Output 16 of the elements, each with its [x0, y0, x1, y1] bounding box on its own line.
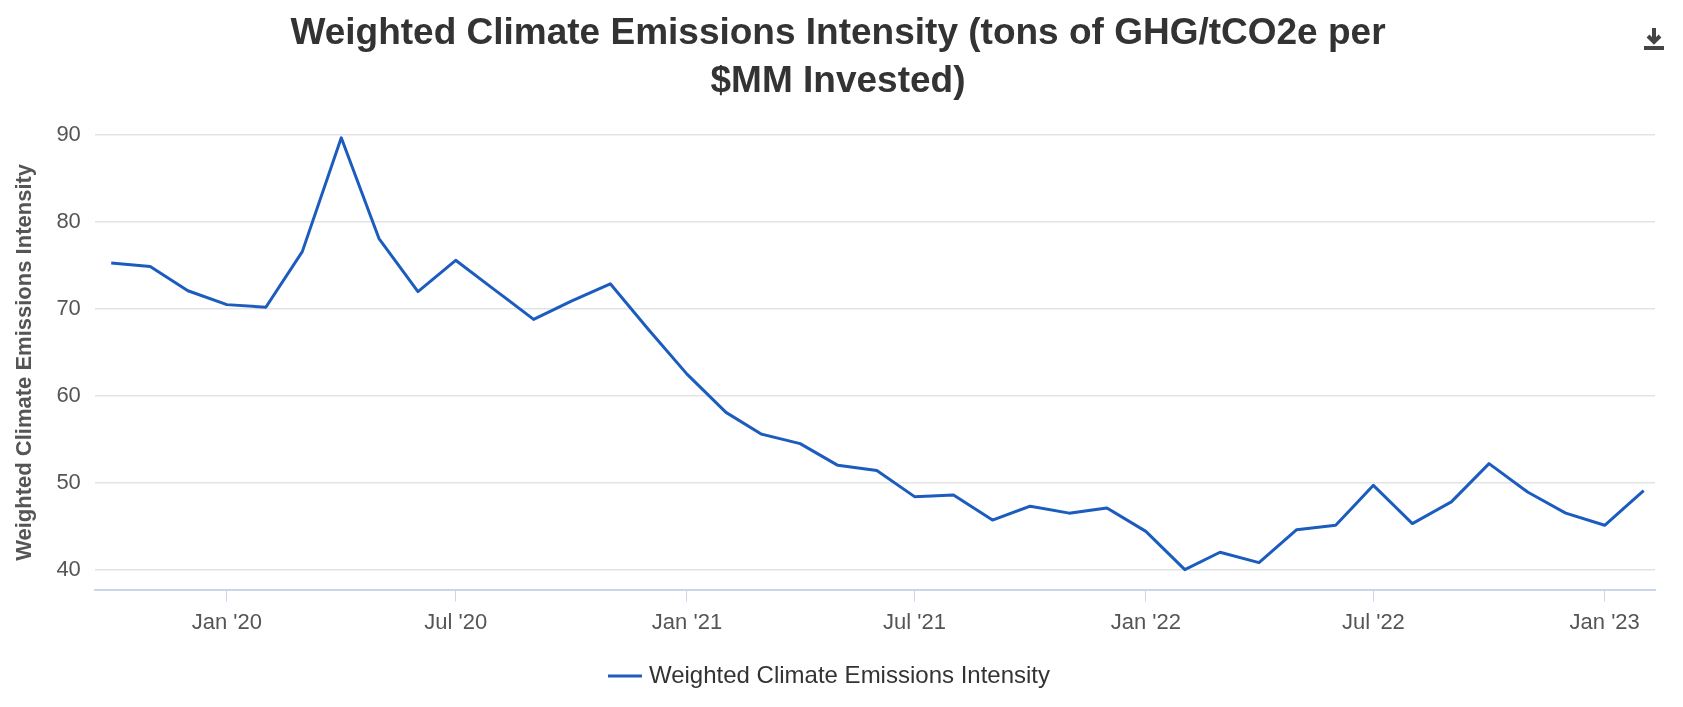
y-tick-label: 80: [56, 208, 81, 234]
y-tick-label: 60: [56, 381, 81, 407]
x-tick-label: Jul '21: [883, 608, 946, 634]
y-tick-label: 70: [56, 295, 81, 321]
chart-title: Weighted Climate Emissions Intensity (tons of GHG/tCO2e per $MM Invested): [289, 10, 1387, 102]
x-tick-label: Jan '23: [1569, 608, 1640, 634]
x-tick-label: Jul '22: [1341, 608, 1405, 634]
y-axis-title: Weighted Climate Emissions Intensity: [11, 163, 37, 561]
x-tick-label: Jul '20: [424, 608, 488, 634]
x-tick-label: Jan '20: [191, 608, 262, 634]
legend-label: Weighted Climate Emissions Intensity: [648, 660, 1051, 688]
x-tick-label: Jan '21: [651, 608, 723, 634]
y-tick-label: 50: [56, 468, 81, 494]
x-tick-label: Jan '22: [1110, 608, 1181, 634]
y-tick-label: 90: [56, 121, 81, 147]
y-tick-label: 40: [56, 555, 81, 581]
